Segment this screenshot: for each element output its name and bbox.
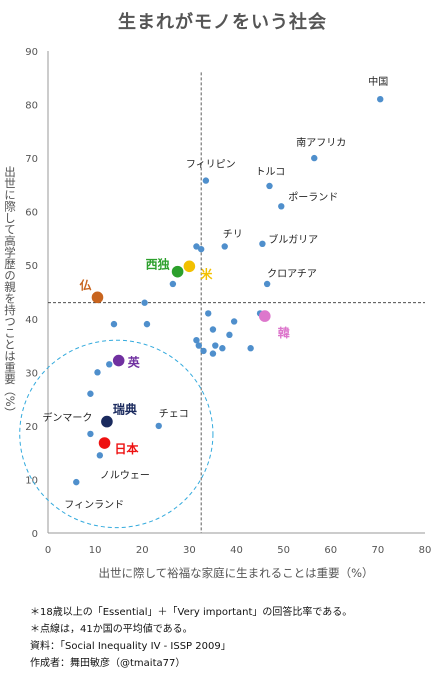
data-point: [230, 318, 238, 325]
y-tick-label: 10: [25, 475, 38, 486]
data-point: [200, 347, 207, 355]
point-label: トルコ: [255, 167, 285, 178]
y-tick-label: 80: [25, 101, 38, 112]
y-tick-label: 90: [25, 47, 38, 58]
data-point: [193, 337, 200, 344]
point-label: フィンランド: [64, 499, 124, 511]
data-point: [87, 390, 94, 397]
data-point: [155, 422, 162, 430]
data-point: [247, 345, 254, 352]
y-tick-label: 0: [32, 529, 38, 540]
data-point: [311, 154, 318, 162]
y-tick-label: 20: [25, 422, 38, 433]
annotation-ellipse-layer: [19, 339, 214, 529]
data-point: [258, 310, 271, 322]
chart-title: 生まれがモノをいう社会: [118, 12, 327, 33]
footnotes: ＊18歳以上の「Essential」＋「Very important」の回答比率…: [30, 604, 352, 672]
data-point: [278, 203, 285, 210]
data-point: [219, 345, 226, 352]
point-label: 英: [128, 355, 141, 370]
point-label: ブルガリア: [268, 233, 318, 246]
x-tick-label: 40: [230, 545, 243, 556]
y-tick-label: 60: [25, 208, 38, 219]
data-point: [143, 320, 151, 328]
y-axis-label: 出世に際して高学歴の親を持つことは重要（%）: [3, 165, 17, 418]
footnote-2: ＊点線は，41か国の平均値である。: [30, 624, 193, 635]
x-tick-label: 30: [183, 545, 196, 556]
point-label: 米: [200, 266, 213, 281]
scatter-chart: 0 10 20 30 40 50 60 70 80 0 10 20 30 40 50 60 70 80 90 出世に際…: [3, 47, 431, 580]
footnote-1: ＊18歳以上の「Essential」＋「Very important」の回答比率…: [30, 607, 353, 618]
data-point: [106, 361, 113, 368]
x-tick-label: 0: [45, 545, 51, 556]
point-label: ノルウェー: [100, 469, 150, 481]
annotation-ellipse: [19, 339, 214, 529]
data-point: [205, 310, 212, 317]
point-label: ポーランド: [288, 191, 338, 203]
data-point: [221, 243, 228, 250]
data-points: [73, 96, 384, 486]
data-point: [110, 320, 118, 328]
data-point: [377, 96, 384, 103]
data-point: [212, 342, 219, 349]
data-point: [98, 437, 111, 449]
point-label: フィリピン: [186, 159, 236, 171]
axes: 0 10 20 30 40 50 60 70 80 0 10 20 30 40 50 60 70 80 90 出世に際…: [3, 47, 431, 556]
data-point: [94, 369, 101, 376]
point-label: チリ: [223, 228, 243, 240]
data-point: [169, 280, 177, 288]
point-label: 瑞典: [113, 402, 137, 417]
x-tick-label: 60: [324, 545, 337, 556]
data-point: [141, 299, 148, 306]
data-point: [112, 354, 125, 367]
footnote-4: 作成者：舞田敏彦（@tmaita77）: [30, 658, 186, 669]
data-point: [226, 331, 233, 339]
x-tick-label: 70: [372, 545, 385, 556]
x-tick-label: 20: [136, 545, 149, 556]
x-tick-label: 10: [89, 545, 102, 556]
point-label: 仏: [79, 278, 91, 292]
data-point: [202, 177, 210, 184]
data-point: [209, 326, 217, 333]
point-label: チェコ: [159, 408, 189, 420]
point-label: 中国: [368, 75, 388, 88]
y-tick-label: 50: [25, 261, 38, 272]
x-axis-label: 出世に際して裕福な家庭に生まれることは重要（%）: [98, 566, 373, 580]
mean-lines: [48, 72, 425, 533]
data-point: [87, 430, 94, 438]
point-label: デンマーク: [42, 411, 92, 424]
data-point: [263, 280, 271, 288]
y-tick-label: 70: [25, 154, 38, 165]
data-point: [193, 243, 200, 250]
data-point: [209, 350, 217, 357]
y-tick-label: 40: [25, 315, 38, 326]
data-point: [259, 240, 266, 247]
data-point: [195, 342, 202, 349]
point-label: 西独: [146, 257, 170, 272]
point-label: 南アフリカ: [296, 136, 346, 149]
data-point: [91, 291, 104, 304]
data-point: [197, 245, 205, 253]
footnote-3: 資料：「Social Inequality IV - ISSP 2009」: [30, 641, 231, 652]
data-point: [73, 478, 80, 486]
x-tick-label: 80: [419, 545, 432, 556]
point-label: 日本: [115, 441, 139, 456]
data-point: [101, 415, 113, 428]
data-point: [266, 182, 273, 190]
y-tick-label: 30: [25, 368, 38, 379]
point-label: 韓: [278, 325, 290, 340]
point-label: クロアチア: [267, 268, 317, 280]
data-point: [96, 452, 104, 459]
data-point: [171, 265, 184, 278]
x-tick-label: 50: [277, 545, 290, 556]
data-point: [183, 260, 196, 273]
